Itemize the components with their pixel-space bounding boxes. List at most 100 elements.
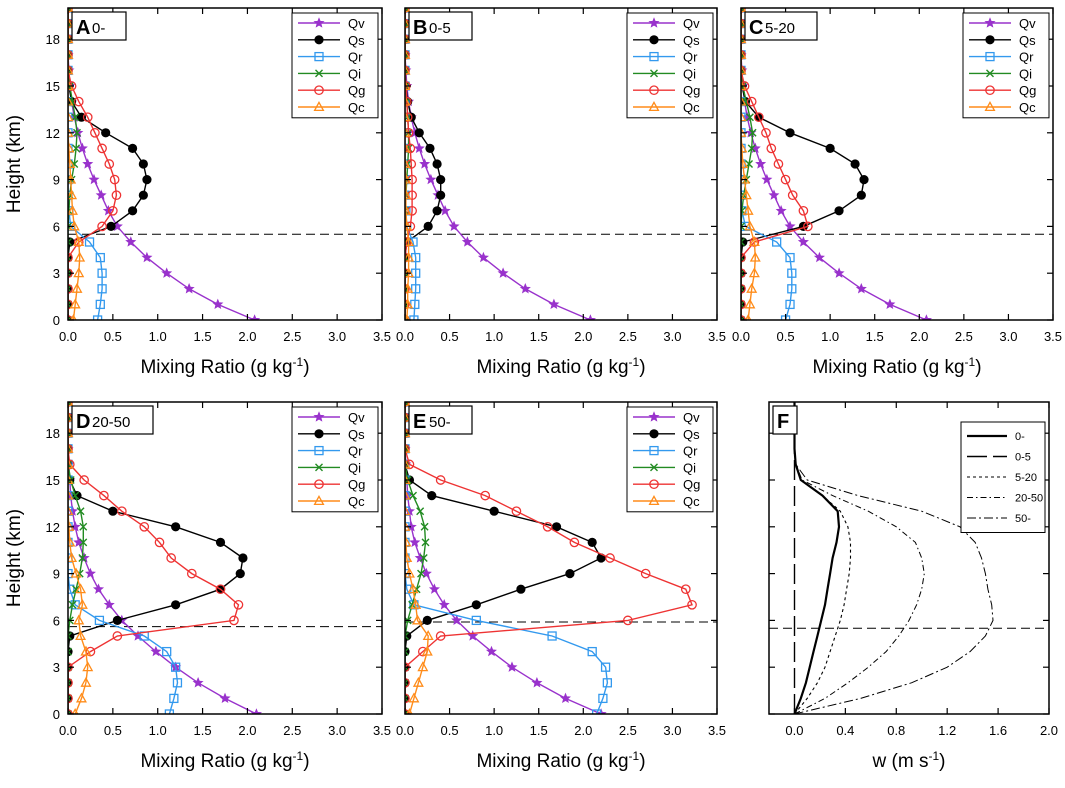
y-tick-label: 9 bbox=[53, 567, 60, 582]
plot-frame bbox=[404, 401, 718, 715]
marker-qg-10 bbox=[104, 159, 115, 169]
marker-qg-7 bbox=[233, 599, 244, 610]
marker-qi-10 bbox=[78, 554, 87, 562]
x-tick-label: 0.5 bbox=[104, 329, 122, 344]
x-tick-label: 0.0 bbox=[396, 723, 414, 738]
marker-qs-13 bbox=[489, 506, 499, 516]
marker-qs-6 bbox=[423, 221, 433, 231]
legend-label-qc: Qc bbox=[348, 494, 365, 509]
marker-qc-legend bbox=[313, 495, 325, 506]
marker-qg-12 bbox=[90, 127, 100, 138]
marker-qi-5 bbox=[68, 238, 72, 246]
marker-qs-5 bbox=[68, 631, 75, 641]
marker-qi-11 bbox=[747, 144, 756, 153]
marker-qv-4 bbox=[150, 645, 162, 657]
x-tick-label: 1.5 bbox=[530, 329, 548, 344]
legend-label-qi: Qi bbox=[683, 66, 696, 81]
series-line-qg bbox=[741, 8, 809, 320]
marker-qv-3 bbox=[833, 267, 845, 278]
panel-e: 0.0 0.5 1.0 1.5 2.0 2.5 3.0 3.5 Mixing Ratio (g … bbox=[396, 401, 726, 772]
marker-qc-2 bbox=[71, 282, 83, 293]
x-tick-label: 2.0 bbox=[238, 723, 256, 738]
x-tick-label: 0.0 bbox=[59, 329, 77, 344]
marker-qr-1 bbox=[598, 693, 608, 704]
marker-qs-8 bbox=[856, 190, 866, 200]
marker-qg-9 bbox=[109, 174, 120, 185]
marker-qc-10 bbox=[405, 158, 411, 169]
marker-qi-legend bbox=[986, 69, 994, 78]
x-tick-label: 2.0 bbox=[574, 329, 592, 344]
marker-qi-19 bbox=[405, 19, 409, 28]
marker-qg-12 bbox=[761, 127, 771, 138]
marker-qv-legend bbox=[648, 411, 660, 422]
marker-qv-legend bbox=[984, 17, 996, 28]
marker-qg-2 bbox=[741, 283, 746, 294]
x-tick-label: 2.5 bbox=[955, 329, 973, 344]
x-tick-label: 3.0 bbox=[999, 329, 1017, 344]
x-tick-label: 2.0 bbox=[1040, 723, 1058, 738]
marker-qi-18 bbox=[405, 429, 409, 438]
marker-qv-4 bbox=[141, 251, 153, 263]
marker-qi-13 bbox=[76, 507, 85, 516]
marker-qr-4 bbox=[95, 252, 105, 263]
marker-qi-20 bbox=[741, 8, 745, 12]
marker-qg-2 bbox=[68, 677, 73, 688]
marker-qr-2 bbox=[602, 678, 613, 688]
x-tick-label: 3.5 bbox=[373, 329, 391, 344]
x-axis-label: Mixing Ratio (g kg-1) bbox=[140, 749, 309, 772]
marker-qv-9 bbox=[425, 173, 437, 185]
marker-qi-12 bbox=[748, 128, 757, 137]
marker-qs-7 bbox=[471, 600, 481, 610]
marker-qi-legend bbox=[315, 69, 323, 78]
series-line-qr bbox=[405, 8, 417, 320]
panel-title: A 0- bbox=[71, 11, 127, 41]
series-line-qv bbox=[68, 8, 255, 320]
x-axis-label: Mixing Ratio (g kg-1) bbox=[812, 355, 981, 378]
marker-qc-16 bbox=[68, 64, 74, 75]
marker-qc-13 bbox=[68, 111, 74, 122]
marker-qg-17 bbox=[68, 49, 73, 60]
series-line-qg bbox=[68, 8, 118, 320]
marker-qg-5 bbox=[112, 631, 123, 641]
marker-qc-8 bbox=[75, 583, 87, 594]
series-line-qg bbox=[405, 402, 693, 714]
y-tick-label: 12 bbox=[46, 126, 60, 141]
marker-qi-20 bbox=[68, 402, 72, 406]
marker-qr-0 bbox=[592, 709, 602, 714]
marker-qi-20 bbox=[68, 8, 72, 12]
x-tick-label: 0.0 bbox=[396, 329, 414, 344]
marker-qv-0 bbox=[250, 708, 262, 714]
marker-qi-10 bbox=[70, 160, 79, 168]
marker-qr-legend bbox=[649, 445, 659, 456]
panel-letter: A bbox=[76, 17, 90, 39]
marker-qg-16 bbox=[68, 65, 73, 76]
marker-qv-4 bbox=[485, 645, 497, 657]
marker-qc-legend bbox=[648, 101, 660, 112]
legend-box bbox=[626, 406, 714, 513]
marker-qc-5 bbox=[75, 630, 87, 641]
marker-qc-13 bbox=[405, 111, 411, 122]
marker-qc-6 bbox=[744, 220, 756, 231]
panel-d: 0.0 0.5 1.0 1.5 2.0 2.5 3.0 3.5 0 3 6 9 12 15 18 Mixing… bbox=[4, 401, 391, 772]
marker-qv-4 bbox=[477, 251, 489, 263]
legend-label: 0- bbox=[1015, 431, 1025, 443]
marker-qi-16 bbox=[741, 66, 745, 75]
y-tick-label: 12 bbox=[46, 520, 60, 535]
marker-qs-5 bbox=[741, 237, 748, 247]
marker-qc-7 bbox=[742, 204, 754, 215]
marker-qc-1 bbox=[75, 692, 87, 703]
plot-frame bbox=[768, 401, 1050, 715]
marker-qs-legend bbox=[314, 35, 324, 45]
marker-qv-9 bbox=[761, 173, 773, 185]
marker-qi-18 bbox=[741, 35, 745, 44]
marker-qg-17 bbox=[405, 443, 410, 454]
marker-qg-2 bbox=[405, 283, 410, 294]
legend-label-qv: Qv bbox=[348, 16, 365, 31]
legend-label-qv: Qv bbox=[348, 410, 365, 425]
marker-qi-8 bbox=[72, 585, 81, 594]
marker-qg-7 bbox=[687, 599, 697, 610]
panel-range-label: 0- bbox=[92, 20, 105, 37]
marker-qg-11 bbox=[405, 143, 416, 154]
marker-qv-5 bbox=[461, 236, 473, 247]
